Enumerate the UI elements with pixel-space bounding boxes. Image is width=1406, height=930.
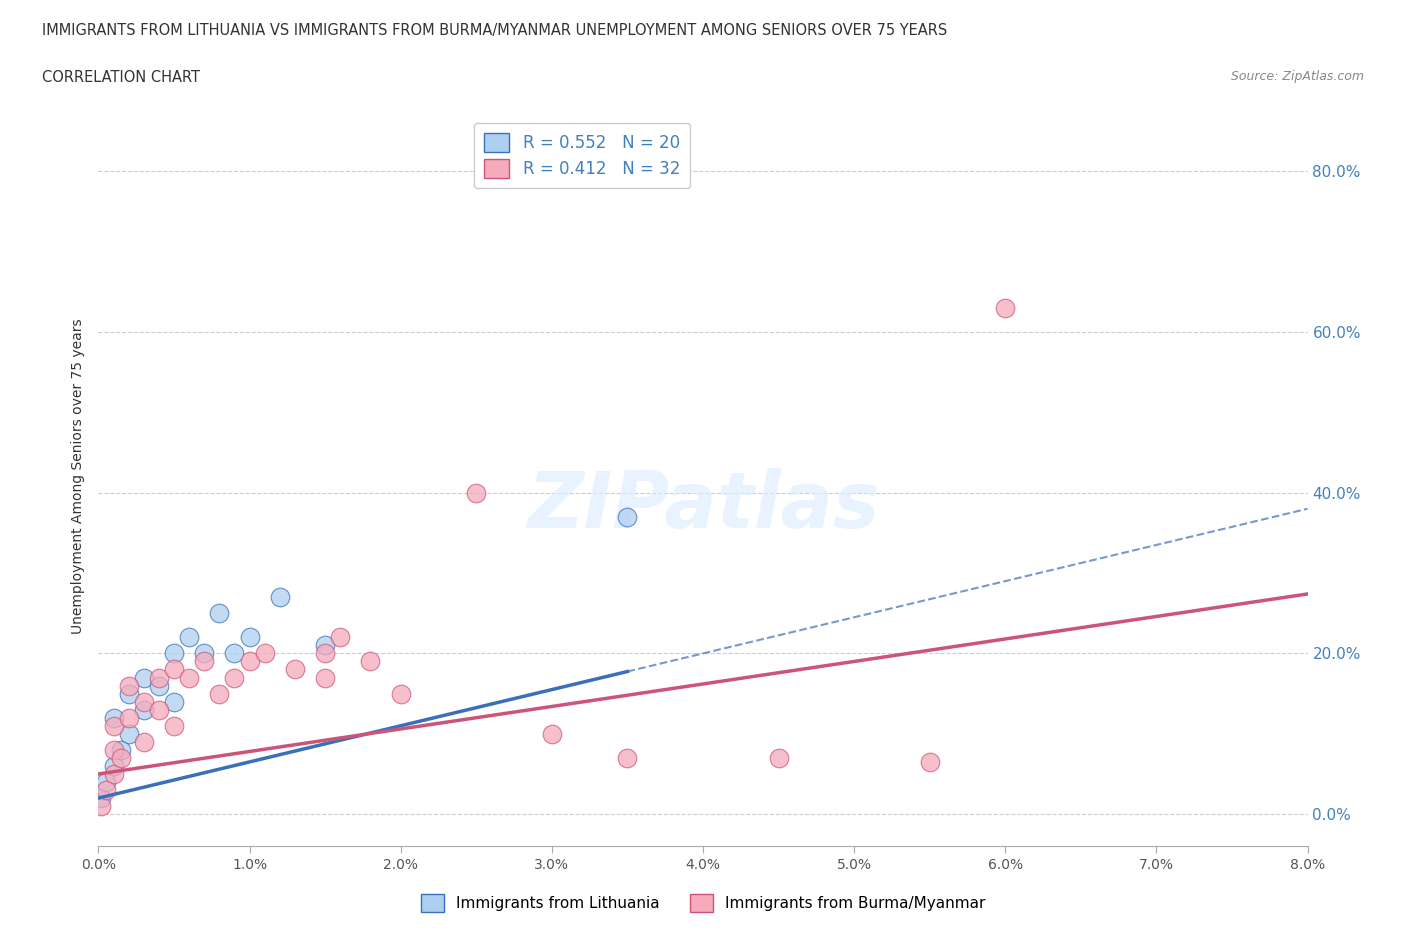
Point [314,646,336,661]
Point [90,790,112,805]
Point [118,726,141,741]
Point [132,694,155,709]
Point [389,686,412,701]
Point [103,759,125,774]
Point [118,678,141,693]
Point [239,654,262,669]
Text: CORRELATION CHART: CORRELATION CHART [42,70,200,85]
Point [768,751,790,765]
Y-axis label: Unemployment Among Seniors over 75 years: Unemployment Among Seniors over 75 years [72,319,86,634]
Point [540,726,562,741]
Point [163,718,186,733]
Point [284,662,307,677]
Point [269,590,291,604]
Point [163,646,186,661]
Point [118,711,141,725]
Point [239,630,262,644]
Point [103,718,125,733]
Point [314,671,336,685]
Point [94,783,117,798]
Text: Source: ZipAtlas.com: Source: ZipAtlas.com [1230,70,1364,83]
Text: IMMIGRANTS FROM LITHUANIA VS IMMIGRANTS FROM BURMA/MYANMAR UNEMPLOYMENT AMONG SE: IMMIGRANTS FROM LITHUANIA VS IMMIGRANTS … [42,23,948,38]
Point [110,742,132,757]
Point [132,671,155,685]
Point [465,485,488,500]
Point [103,766,125,781]
Point [94,775,117,790]
Point [193,646,215,661]
Point [193,654,215,669]
Point [224,671,246,685]
Point [616,510,638,525]
Point [110,751,132,765]
Point [179,630,201,644]
Point [314,638,336,653]
Point [253,646,276,661]
Text: ZIPatlas: ZIPatlas [527,468,879,544]
Legend: Immigrants from Lithuania, Immigrants from Burma/Myanmar: Immigrants from Lithuania, Immigrants fr… [415,888,991,918]
Point [208,605,231,620]
Point [994,300,1017,315]
Point [208,686,231,701]
Point [224,646,246,661]
Point [163,662,186,677]
Point [616,751,638,765]
Point [148,678,170,693]
Legend: R = 0.552   N = 20, R = 0.412   N = 32: R = 0.552 N = 20, R = 0.412 N = 32 [474,123,690,188]
Point [103,742,125,757]
Point [118,686,141,701]
Point [90,799,112,814]
Point [132,735,155,750]
Point [163,694,186,709]
Point [148,671,170,685]
Point [329,630,352,644]
Point [132,702,155,717]
Point [103,711,125,725]
Point [360,654,382,669]
Point [148,702,170,717]
Point [918,754,941,769]
Point [179,671,201,685]
